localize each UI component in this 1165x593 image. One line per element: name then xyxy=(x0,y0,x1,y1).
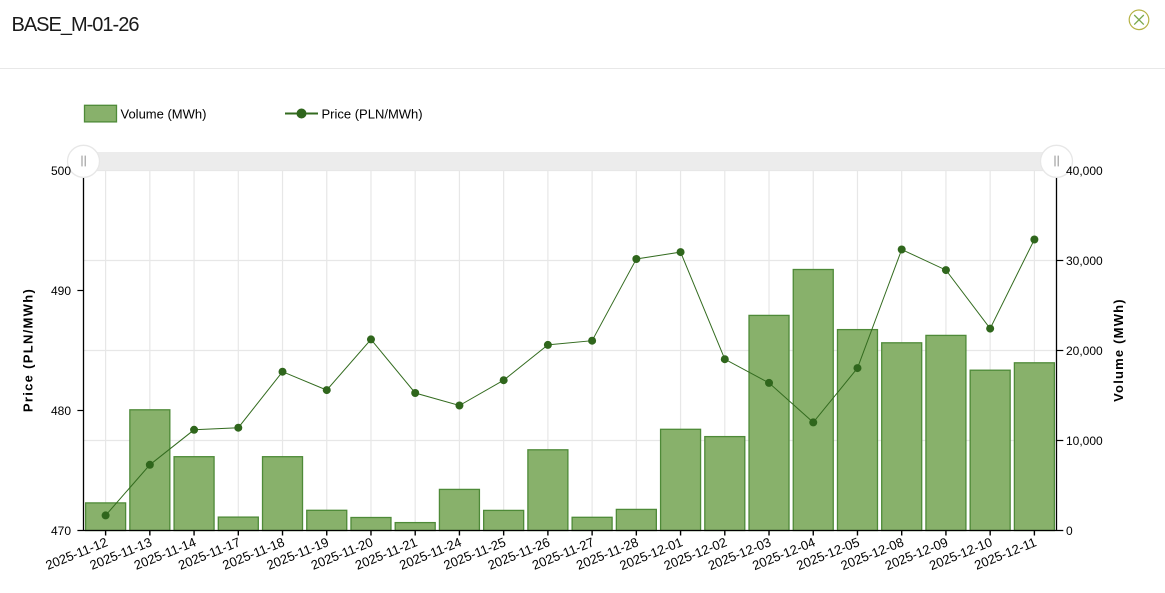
svg-text:Price (PLN/MWh): Price (PLN/MWh) xyxy=(322,107,423,122)
svg-text:40,000: 40,000 xyxy=(1066,164,1103,178)
svg-text:490: 490 xyxy=(51,284,71,298)
svg-text:Volume (MWh): Volume (MWh) xyxy=(121,107,207,122)
svg-text:0: 0 xyxy=(1066,524,1073,538)
svg-text:480: 480 xyxy=(51,404,71,418)
svg-text:470: 470 xyxy=(51,524,71,538)
svg-text:Price (PLN/MWh): Price (PLN/MWh) xyxy=(21,288,36,412)
svg-text:30,000: 30,000 xyxy=(1066,254,1103,268)
svg-text:10,000: 10,000 xyxy=(1066,434,1103,448)
svg-text:500: 500 xyxy=(51,164,71,178)
svg-text:Volume (MWh): Volume (MWh) xyxy=(1111,298,1126,402)
svg-text:20,000: 20,000 xyxy=(1066,344,1103,358)
svg-text:BASE_M-01-26: BASE_M-01-26 xyxy=(12,14,140,36)
